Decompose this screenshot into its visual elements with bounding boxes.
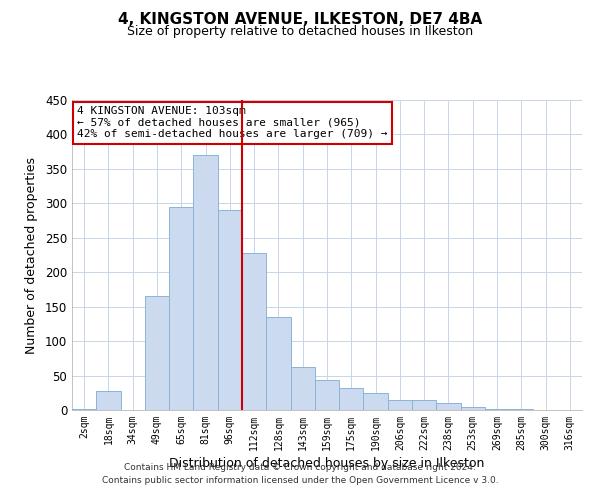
Text: 4, KINGSTON AVENUE, ILKESTON, DE7 4BA: 4, KINGSTON AVENUE, ILKESTON, DE7 4BA [118, 12, 482, 28]
Bar [242, 253, 266, 410]
Bar [436, 403, 461, 410]
Text: Contains HM Land Registry data © Crown copyright and database right 2024.: Contains HM Land Registry data © Crown c… [124, 464, 476, 472]
Bar [485, 408, 509, 410]
Bar [339, 388, 364, 410]
Bar [315, 380, 339, 410]
Y-axis label: Number of detached properties: Number of detached properties [25, 156, 38, 354]
Bar [461, 406, 485, 410]
Bar [388, 400, 412, 410]
Bar [364, 393, 388, 410]
Bar [412, 400, 436, 410]
X-axis label: Distribution of detached houses by size in Ilkeston: Distribution of detached houses by size … [169, 457, 485, 470]
Bar [145, 296, 169, 410]
Bar [290, 368, 315, 410]
Bar [96, 390, 121, 410]
Bar [72, 408, 96, 410]
Bar [266, 317, 290, 410]
Bar [169, 207, 193, 410]
Bar [218, 210, 242, 410]
Text: Size of property relative to detached houses in Ilkeston: Size of property relative to detached ho… [127, 25, 473, 38]
Text: 4 KINGSTON AVENUE: 103sqm
← 57% of detached houses are smaller (965)
42% of semi: 4 KINGSTON AVENUE: 103sqm ← 57% of detac… [77, 106, 388, 140]
Bar [193, 155, 218, 410]
Text: Contains public sector information licensed under the Open Government Licence v : Contains public sector information licen… [101, 476, 499, 485]
